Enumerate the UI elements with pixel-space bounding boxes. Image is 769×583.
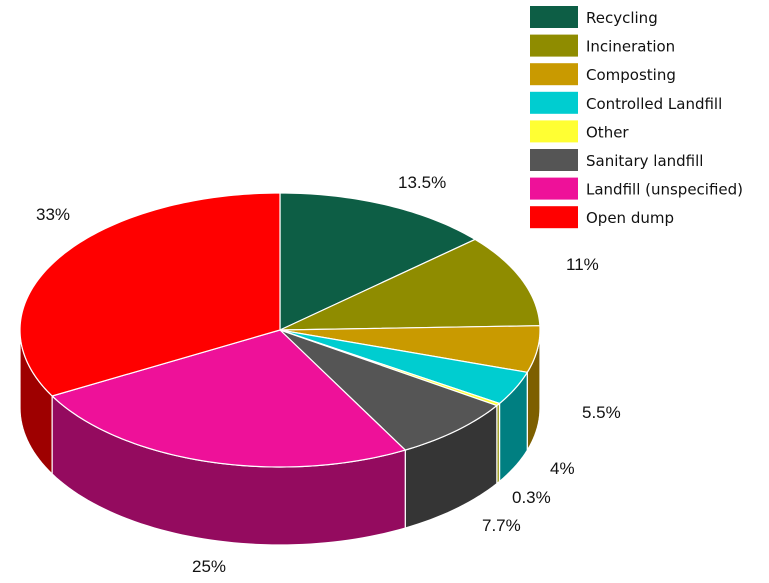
- pie-top-faces: [19, 192, 541, 468]
- legend-swatch-controlled-landfill: [530, 91, 578, 114]
- data-label-other: 0.3%: [512, 488, 551, 507]
- legend-swatch-composting: [530, 63, 578, 86]
- legend-swatch-open-dump: [530, 206, 578, 229]
- pie-slice-controlled-landfill: [279, 329, 528, 405]
- data-label-recycling: 13.5%: [398, 173, 446, 192]
- pie-slice-landfill-unspecified: [51, 329, 406, 468]
- legend-label-composting: Composting: [586, 66, 676, 84]
- pie-slice-incineration: [279, 238, 541, 331]
- data-label-controlled-landfill: 4%: [550, 459, 575, 478]
- legend-label-landfill-unspecified: Landfill (unspecified): [586, 181, 743, 199]
- pie-slice-sanitary-landfill: [279, 329, 498, 451]
- data-label-landfill-unspecified: 25%: [192, 557, 226, 576]
- legend-label-open-dump: Open dump: [586, 209, 674, 227]
- legend-swatch-recycling: [530, 6, 578, 28]
- pie-slice-open-dump: [19, 192, 281, 397]
- legend-swatch-incineration: [530, 34, 578, 57]
- legend-swatch-landfill-unspecified: [530, 177, 578, 200]
- legend-label-sanitary-landfill: Sanitary landfill: [586, 152, 703, 170]
- legend-label-controlled-landfill: Controlled Landfill: [586, 95, 722, 113]
- legend-label-incineration: Incineration: [586, 38, 675, 56]
- pie-slice-composting: [279, 325, 541, 373]
- pie-percent-labels: 13.5% 11% 5.5% 4% 0.3% 7.7% 25% 33%: [36, 173, 621, 576]
- data-label-open-dump: 33%: [36, 205, 70, 224]
- pie-slice-recycling: [279, 192, 476, 331]
- legend-label-recycling: Recycling: [586, 9, 658, 27]
- data-label-incineration: 11%: [566, 255, 599, 274]
- legend-swatch-other: [530, 120, 578, 143]
- legend-label-other: Other: [586, 123, 629, 141]
- legend-swatch-sanitary-landfill: [530, 149, 578, 171]
- data-label-sanitary-landfill: 7.7%: [482, 516, 521, 535]
- data-label-composting: 5.5%: [582, 403, 621, 422]
- legend: Recycling Incineration Composting Controlle…: [530, 6, 743, 229]
